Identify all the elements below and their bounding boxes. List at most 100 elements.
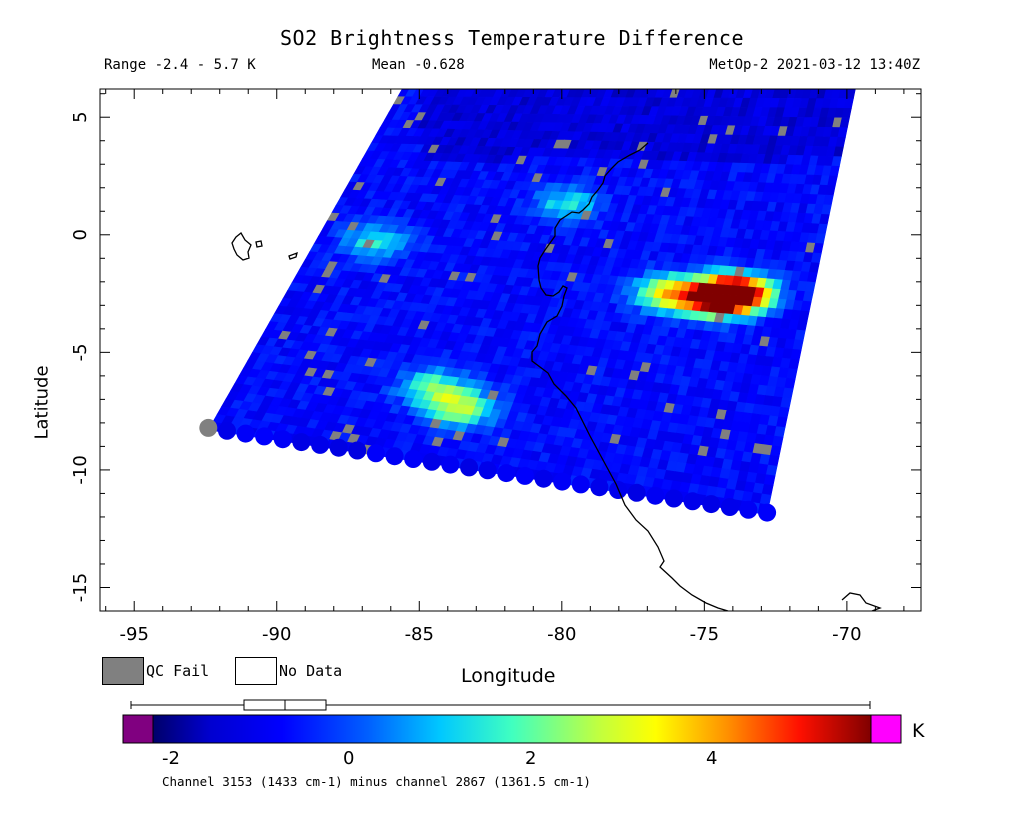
- colorbar-caption: Channel 3153 (1433 cm-1) minus channel 2…: [162, 774, 591, 789]
- swath-footprint: [739, 500, 758, 519]
- colorbar-boxplot: [130, 699, 871, 711]
- swath-pixel: [841, 108, 852, 119]
- colorbar-unit: K: [912, 720, 925, 742]
- swath-pixel: [827, 175, 838, 187]
- swath-footprint: [460, 458, 479, 477]
- swath-pixel: [815, 233, 826, 245]
- no-data-label: No Data: [279, 662, 343, 680]
- swath-footprint: [255, 427, 274, 446]
- colorbar: [122, 699, 902, 744]
- swath-pixel: [792, 339, 804, 351]
- mean-value: Mean -0.628: [372, 57, 465, 73]
- y-tick-label: -10: [70, 455, 91, 484]
- swath-pixel: [796, 320, 808, 332]
- swath-pixel: [794, 329, 806, 341]
- swath-pixel: [810, 252, 822, 264]
- swath-pixel: [817, 223, 828, 235]
- swath-pixel: [772, 435, 784, 448]
- swath-pixel: [798, 310, 810, 322]
- swath-pixel: [833, 146, 844, 158]
- swath-pixel: [821, 204, 832, 216]
- plot-title: SO2 Brightness Temperature Difference: [279, 26, 745, 50]
- swath-footprint: [664, 489, 683, 508]
- galapagos-san-cristobal: [288, 251, 298, 260]
- swath-footprint: [329, 438, 348, 457]
- colorbar-tick-label: -2: [162, 748, 180, 769]
- swath-footprint: [441, 455, 460, 474]
- swath-pixel: [823, 194, 834, 206]
- so2-swath: [199, 89, 856, 522]
- lake-titicaca-shore: [841, 592, 882, 611]
- swath-pixel: [804, 281, 816, 293]
- swath-pixel: [790, 348, 802, 361]
- swath-pixel: [786, 368, 798, 380]
- satellite-time: MetOp-2 2021-03-12 13:40Z: [709, 57, 920, 73]
- swath-footprint: [199, 418, 218, 437]
- swath-footprint: [646, 486, 665, 505]
- colorbar-tick-label: 0: [343, 748, 355, 769]
- x-tick-label: -85: [405, 624, 434, 645]
- swath-pixel: [837, 127, 848, 138]
- value-range: Range -2.4 - 5.7 K: [104, 57, 256, 73]
- y-tick-label: -15: [70, 573, 91, 602]
- swath-pixel: [759, 493, 772, 506]
- swath-pixel: [780, 397, 792, 409]
- coastline: [231, 142, 882, 611]
- swath-footprint: [702, 495, 721, 514]
- y-tick-label: 0: [70, 229, 91, 240]
- swath-pixel: [819, 213, 830, 225]
- swath-footprint: [758, 503, 777, 522]
- no-data-swatch: [235, 657, 277, 685]
- swath-pixel: [782, 387, 794, 399]
- swath-footprint: [422, 452, 441, 471]
- colorbar-over: [870, 714, 902, 744]
- swath-pixel: [808, 262, 820, 274]
- swath-pixel: [784, 377, 796, 390]
- swath-pixel: [774, 426, 786, 438]
- swath-pixel: [761, 483, 774, 496]
- swath-footprint: [236, 424, 255, 443]
- swath-footprint: [515, 466, 534, 485]
- swath-footprint: [720, 498, 739, 516]
- south-america-coastline: [531, 142, 729, 611]
- swath-footprint: [571, 475, 590, 494]
- swath-footprint: [497, 464, 516, 483]
- swath-pixel: [776, 416, 788, 428]
- qc-fail-label: QC Fail: [146, 662, 210, 680]
- swath-pixel: [763, 474, 776, 486]
- y-axis-label: Latitude: [31, 365, 53, 440]
- swath-footprint: [385, 447, 404, 466]
- swath-footprint: [273, 430, 292, 449]
- swath-pixel: [812, 242, 824, 254]
- swath-footprint: [627, 483, 646, 502]
- swath-pixel: [802, 291, 814, 303]
- swath-pixel: [778, 406, 790, 419]
- qc-fail-swatch: [102, 657, 144, 685]
- swath-footprint: [218, 421, 236, 440]
- swath-pixel: [829, 165, 840, 177]
- y-tick-label: 5: [70, 111, 91, 122]
- galapagos-isabela: [231, 232, 252, 261]
- plot-frame: [99, 88, 922, 612]
- galapagos-santa-cruz: [255, 240, 263, 248]
- swath-footprint: [534, 469, 553, 488]
- x-axis-label: Longitude: [461, 665, 556, 687]
- swath-footprint: [590, 478, 609, 497]
- swath-footprint: [292, 433, 311, 452]
- swath-footprint: [683, 492, 702, 511]
- colorbar-gradient: [152, 714, 872, 744]
- swath-pixel: [765, 464, 778, 477]
- swath-pixel: [806, 271, 818, 283]
- swath-footprint: [348, 441, 367, 460]
- swath-pixel: [767, 455, 780, 467]
- colorbar-tick-label: 4: [706, 748, 718, 769]
- x-tick-label: -95: [120, 624, 149, 645]
- y-tick-label: -5: [70, 343, 91, 361]
- swath-pixel: [769, 445, 782, 457]
- swath-pixel: [800, 300, 812, 312]
- swath-footprint: [311, 435, 330, 454]
- colorbar-tick-label: 2: [525, 748, 537, 769]
- swath-footprint: [404, 450, 423, 468]
- swath-pixel: [845, 89, 856, 100]
